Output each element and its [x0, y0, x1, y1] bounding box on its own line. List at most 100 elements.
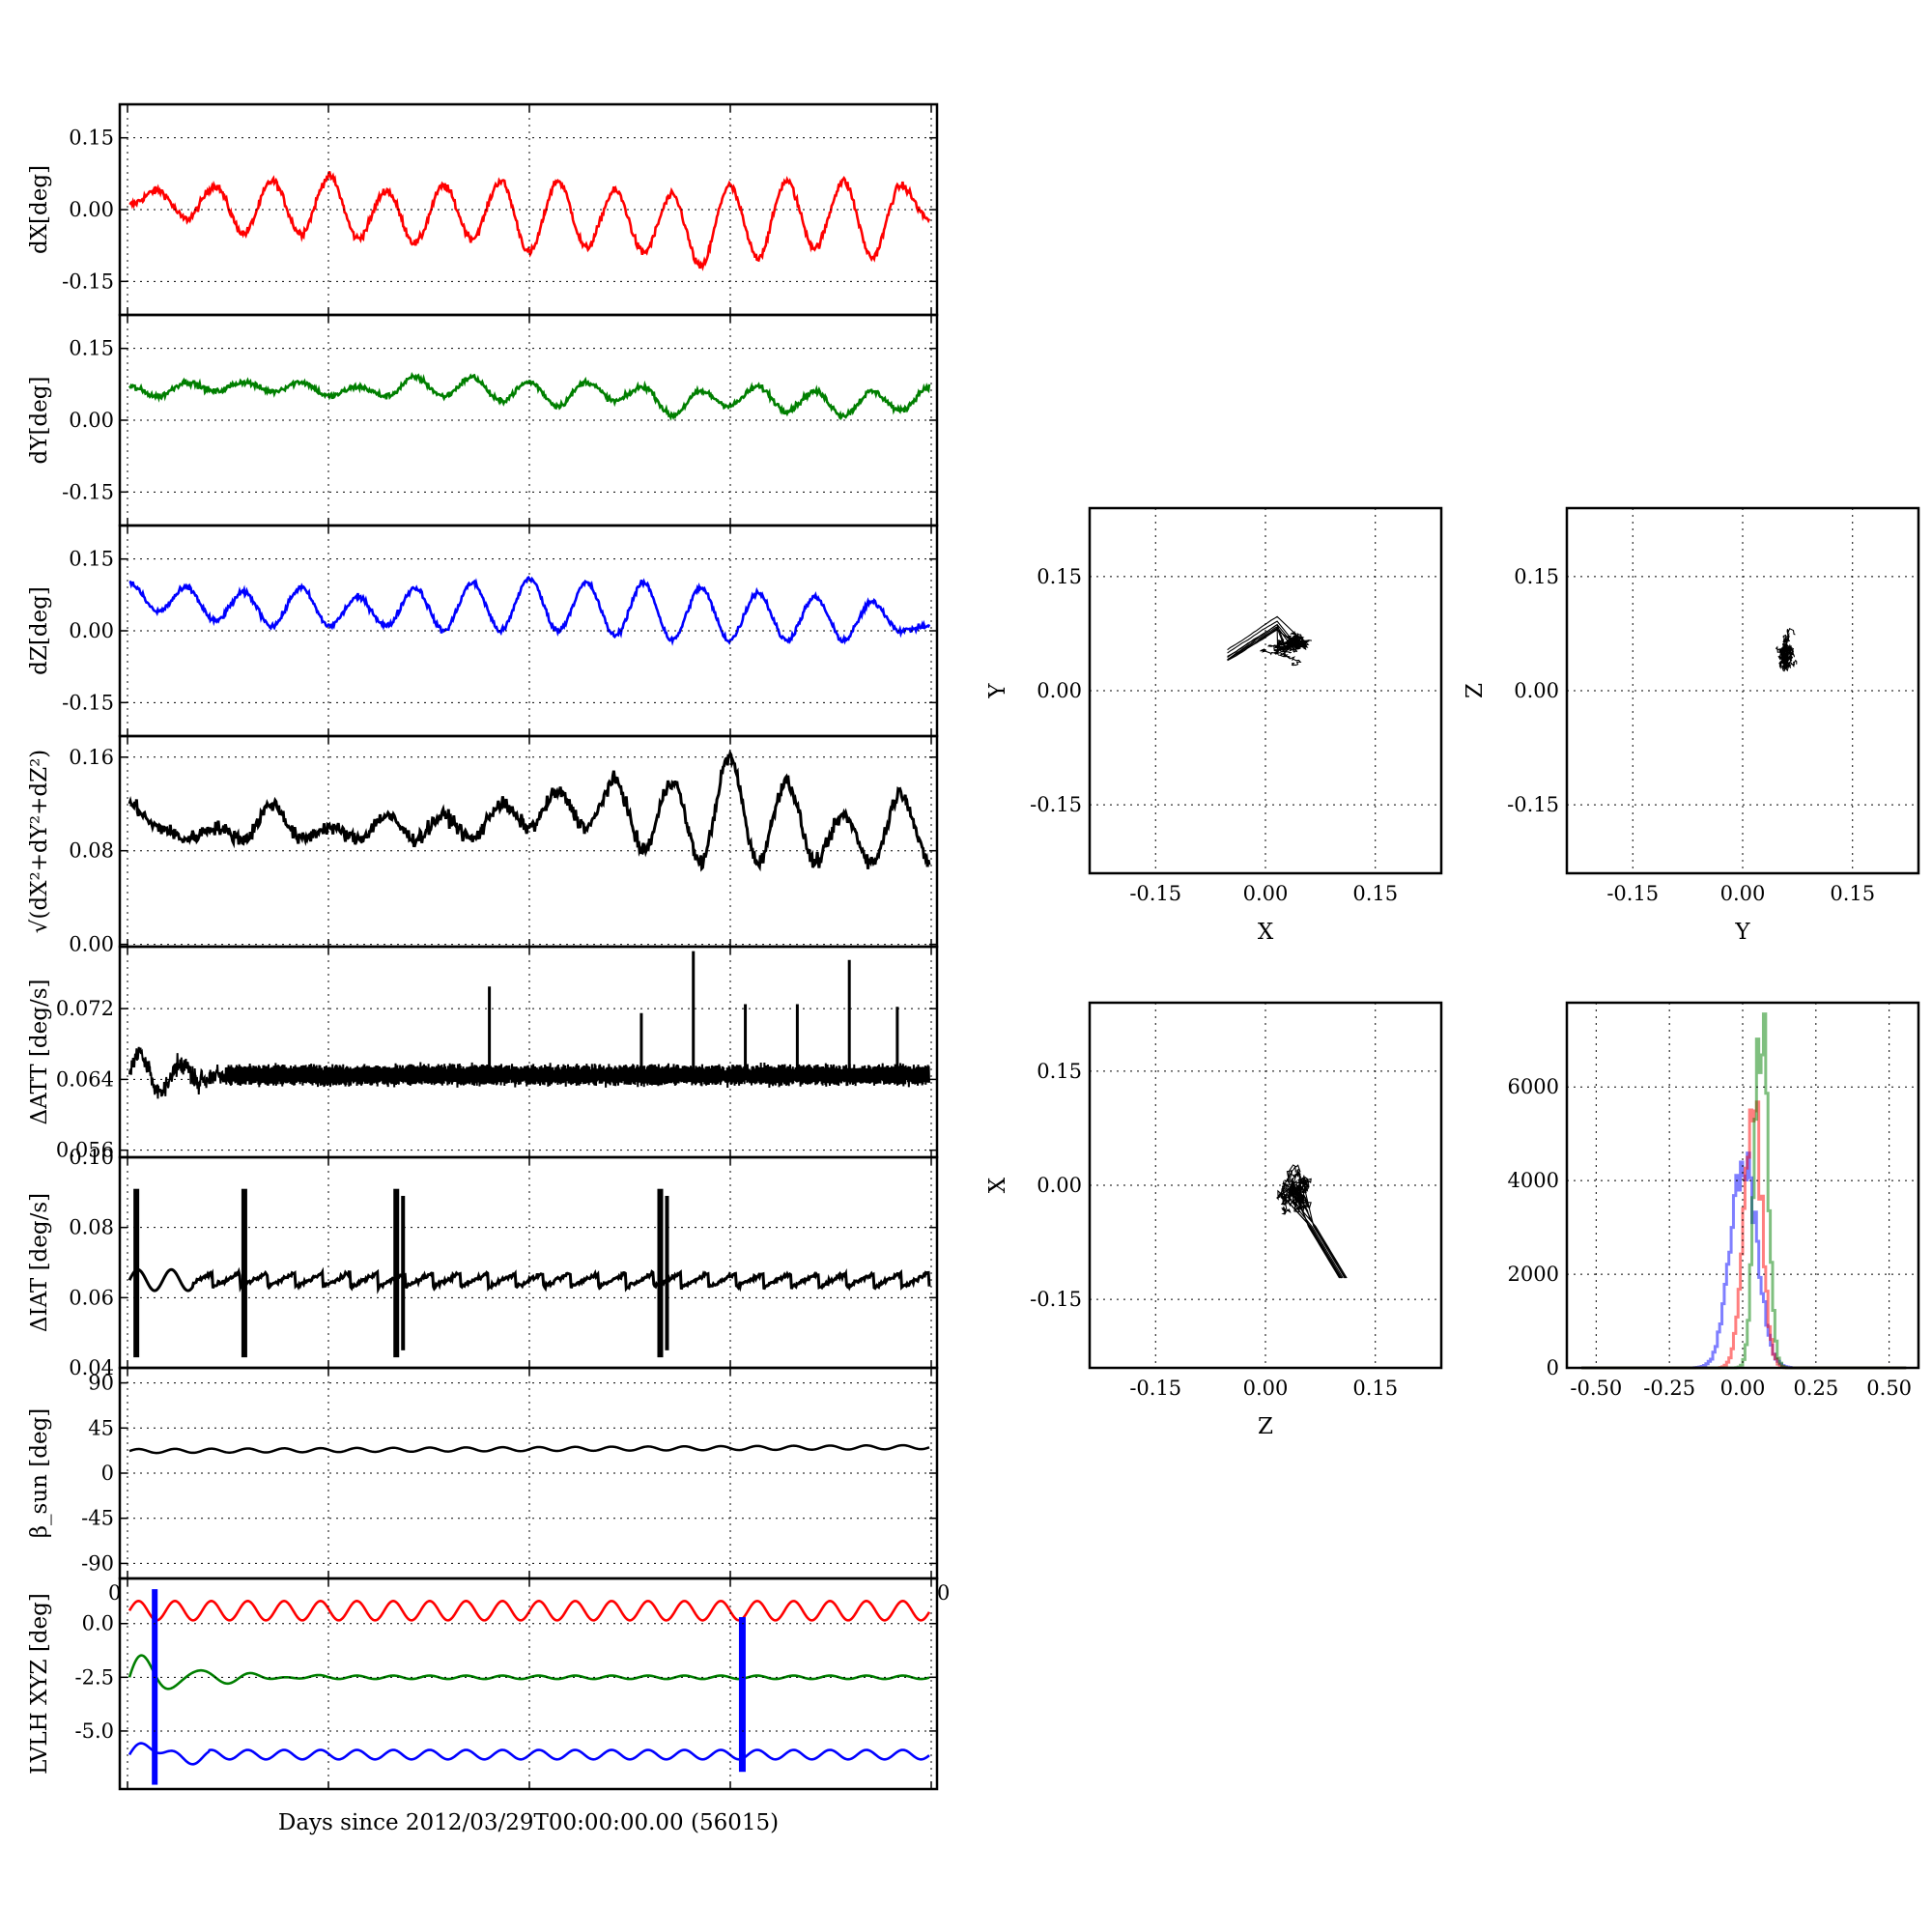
ytick-label-dx-2: -0.15 — [62, 270, 114, 293]
x-axis-label-time: Days since 2012/03/29T00:00:00.00 (56015… — [278, 1810, 779, 1835]
ytick-label-dtot-2: 0.00 — [69, 933, 114, 956]
series-line-dtot — [128, 749, 931, 872]
ytick-label-beta-3: -45 — [81, 1507, 114, 1530]
ytick-label-beta-1: 45 — [88, 1416, 114, 1439]
series-line-datt — [128, 1046, 930, 1099]
xtick-label-hist-4: 0.50 — [1866, 1377, 1912, 1400]
y-axis-label-yz: Z — [1463, 683, 1488, 698]
scatter-trace-zx-6 — [1302, 1177, 1346, 1279]
ytick-label-hist-2: 2000 — [1508, 1263, 1559, 1286]
ytick-label-dy-2: -0.15 — [62, 480, 114, 503]
ytick-label-diat-0: 0.10 — [69, 1146, 114, 1169]
scatter-trace-zx-10 — [1293, 1183, 1307, 1198]
panel-frame-xy — [1088, 506, 1443, 875]
ytick-label-datt-1: 0.064 — [56, 1067, 114, 1091]
xtick-label-hist-3: 0.25 — [1793, 1377, 1838, 1400]
ytick-label-yz-2: -0.15 — [1507, 793, 1559, 816]
series-burst-diat-1 — [241, 1188, 247, 1358]
panel-frame-yz — [1565, 506, 1920, 875]
scatter-trace-zx-13 — [1288, 1168, 1309, 1194]
x-axis-label-zx: Z — [1258, 1414, 1273, 1439]
xtick-label-yz-1: 0.00 — [1720, 882, 1766, 905]
ytick-label-datt-2: 0.056 — [56, 1139, 114, 1162]
ytick-label-dx-1: 0.00 — [69, 198, 114, 221]
ytick-label-dx-0: 0.15 — [69, 127, 114, 150]
ytick-label-diat-2: 0.06 — [69, 1286, 114, 1309]
scatter-trace-zx-12 — [1288, 1183, 1304, 1211]
y-axis-label-datt: ΔATT [deg/s] — [27, 980, 52, 1125]
series-line-diat — [128, 1266, 931, 1295]
series-burst-b-diat-3 — [665, 1195, 669, 1350]
ytick-label-zx-2: -0.15 — [1030, 1288, 1082, 1311]
panel-frame-hist — [1565, 1001, 1920, 1370]
ytick-label-hist-0: 6000 — [1508, 1075, 1559, 1098]
series-bar-lvlh-1 — [738, 1617, 746, 1773]
ytick-label-beta-0: 90 — [88, 1372, 114, 1395]
xtick-label-yz-0: -0.15 — [1606, 882, 1659, 905]
scatter-trace-xy-14 — [1277, 639, 1304, 651]
xtick-label-lvlh-1: 0 — [937, 1581, 950, 1605]
xtick-label-zx-2: 0.15 — [1352, 1377, 1398, 1400]
ytick-label-yz-1: 0.00 — [1514, 679, 1559, 702]
ytick-label-hist-3: 0 — [1547, 1356, 1559, 1379]
y-axis-label-dz: dZ[deg] — [27, 586, 52, 675]
y-axis-label-lvlh: LVLH XYZ [deg] — [27, 1593, 52, 1775]
ytick-label-dz-2: -0.15 — [62, 691, 114, 714]
ytick-label-xy-1: 0.00 — [1037, 679, 1082, 702]
x-axis-label-xy: X — [1258, 920, 1274, 945]
ytick-label-dz-1: 0.00 — [69, 619, 114, 642]
xtick-label-hist-2: 0.00 — [1720, 1377, 1766, 1400]
ytick-label-zx-1: 0.00 — [1037, 1174, 1082, 1197]
xtick-label-hist-1: -0.25 — [1643, 1377, 1695, 1400]
scatter-trace-zx-9 — [1279, 1170, 1291, 1196]
ytick-label-xy-2: -0.15 — [1030, 793, 1082, 816]
scatter-trace-xy-10 — [1266, 638, 1285, 648]
scatter-trace-zx-14 — [1276, 1189, 1293, 1215]
hist-series-1 — [1581, 1100, 1907, 1370]
panel-frame-datt — [118, 945, 939, 1159]
y-axis-label-xy: Y — [985, 683, 1010, 699]
series-line-lvlh-0 — [128, 1600, 931, 1622]
xtick-label-hist-0: -0.50 — [1570, 1377, 1622, 1400]
y-axis-label-dy: dY[deg] — [27, 377, 52, 465]
panel-frame-lvlh — [118, 1577, 939, 1791]
y-axis-label-diat: ΔIAT [deg/s] — [27, 1193, 52, 1332]
xtick-label-yz-2: 0.15 — [1830, 882, 1875, 905]
panel-frame-zx — [1088, 1001, 1443, 1370]
scatter-trace-zx-15 — [1288, 1164, 1306, 1197]
ytick-label-lvlh-1: -2.5 — [75, 1665, 115, 1689]
y-axis-label-zx: X — [985, 1177, 1010, 1193]
y-axis-label-dtot: √(dX²+dY²+dZ²) — [27, 750, 52, 934]
series-line-dx — [128, 171, 931, 271]
ytick-label-diat-3: 0.04 — [69, 1356, 114, 1379]
ytick-label-hist-1: 4000 — [1508, 1169, 1559, 1192]
series-burst-diat-2 — [393, 1188, 400, 1358]
ytick-label-lvlh-0: 0.0 — [82, 1612, 114, 1635]
ytick-label-diat-1: 0.08 — [69, 1216, 114, 1239]
series-line-dy — [128, 372, 931, 421]
series-burst-b-diat-2 — [401, 1195, 406, 1350]
ytick-label-beta-4: -90 — [81, 1551, 114, 1575]
series-line-dz — [128, 575, 931, 646]
ytick-label-dtot-1: 0.08 — [69, 839, 114, 863]
xtick-label-lvlh-0: 0 — [108, 1581, 121, 1605]
scatter-trace-zx-11 — [1286, 1186, 1314, 1222]
scatter-trace-yz-15 — [1778, 638, 1791, 665]
ytick-label-lvlh-2: -5.0 — [75, 1719, 115, 1743]
xtick-label-xy-0: -0.15 — [1129, 882, 1181, 905]
xtick-label-zx-1: 0.00 — [1243, 1377, 1289, 1400]
scatter-trace-xy-9 — [1278, 646, 1302, 667]
xtick-label-xy-1: 0.00 — [1243, 882, 1289, 905]
y-axis-label-dx: dX[deg] — [27, 165, 52, 254]
ytick-label-beta-2: 0 — [101, 1462, 114, 1485]
ytick-label-datt-0: 0.072 — [56, 997, 114, 1020]
y-axis-label-beta: β_sun [deg] — [27, 1408, 52, 1539]
ytick-label-dy-0: 0.15 — [69, 337, 114, 360]
ytick-label-xy-0: 0.15 — [1037, 565, 1082, 588]
series-bar-lvlh-0 — [152, 1589, 158, 1785]
x-axis-label-yz: Y — [1734, 920, 1750, 945]
ytick-label-dy-1: 0.00 — [69, 409, 114, 432]
ytick-label-zx-0: 0.15 — [1037, 1060, 1082, 1083]
scatter-trace-xy-4 — [1227, 627, 1285, 661]
